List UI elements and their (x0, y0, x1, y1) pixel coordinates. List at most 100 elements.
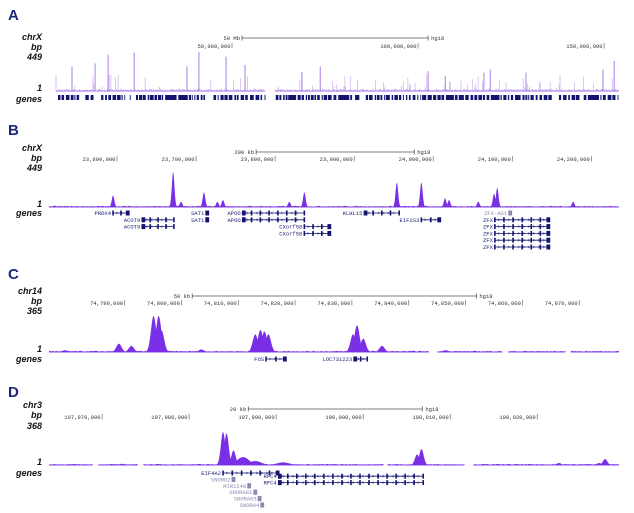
gene-block (355, 95, 360, 100)
gene-block (500, 95, 502, 100)
gene-block (333, 95, 337, 100)
gene-block (427, 95, 432, 100)
strand-arrow-icon (336, 481, 339, 484)
y-min-label: 1 (37, 457, 42, 467)
strand-arrow-icon (497, 218, 501, 222)
strand-arrow-icon (532, 232, 536, 235)
strand-arrow-icon (159, 218, 163, 222)
gene-block (535, 95, 538, 100)
gene-snord2: SNORD2 (211, 476, 236, 483)
signal-peak (435, 350, 457, 352)
gene-exon (268, 470, 271, 476)
gene-rfc4: RFC4 (264, 473, 424, 480)
chromosome-label: chr3 (23, 400, 42, 410)
gene-exon (255, 489, 258, 495)
strand-arrow-icon (281, 474, 284, 478)
strand-arrow-icon (154, 218, 158, 222)
assembly-label: hg18 (479, 293, 492, 300)
strand-arrow-icon (512, 238, 516, 242)
strand-arrow-icon (537, 218, 541, 222)
strand-arrow-icon (280, 218, 283, 222)
gene-exon (240, 470, 243, 476)
signal-peak (371, 345, 393, 352)
gene-block (161, 95, 164, 100)
strand-arrow-icon (386, 474, 389, 478)
gene-exon (530, 217, 533, 223)
strand-arrow-icon (312, 232, 315, 235)
strand-arrow-icon (424, 218, 427, 222)
strand-arrow-icon (154, 225, 158, 228)
gene-utr-block (546, 217, 550, 223)
signal-peak (492, 187, 503, 207)
gene-zfx: ZFX (483, 224, 551, 231)
strand-arrow-icon (512, 218, 516, 222)
gene-utr-block (509, 210, 513, 216)
scale-bar-label: 50 Mb (224, 35, 241, 42)
strand-arrow-icon (507, 245, 511, 249)
gene-block (224, 95, 228, 100)
strand-arrow-icon (371, 474, 374, 478)
scale-bar-label: 50 kb (174, 293, 191, 300)
genes-track-label: genes (15, 208, 42, 218)
gene-block (200, 95, 203, 100)
axis-tick-label: 23,900,000 (320, 156, 353, 163)
gene-block (283, 95, 285, 100)
strand-arrow-icon (260, 471, 264, 475)
gene-block (321, 95, 323, 100)
signal-peak (473, 201, 484, 207)
gene-label: SNORA81 (229, 489, 253, 496)
gene-label: CXorf58 (279, 230, 302, 237)
axis-tick-label: 24,200,000 (557, 156, 590, 163)
gene-loc731223: LOC731223 (322, 356, 369, 363)
strand-arrow-icon (429, 218, 432, 222)
gene-acot9: ACOT9 (124, 217, 175, 224)
gene-block (70, 95, 74, 100)
strand-arrow-icon (286, 474, 289, 478)
gene-zfx: ZFX (483, 230, 551, 237)
gene-block (587, 95, 599, 100)
strand-arrow-icon (240, 471, 244, 475)
gene-block (213, 95, 217, 100)
axis-tick-label: 150,000,000 (566, 43, 602, 50)
gene-exon (381, 210, 383, 216)
axis-tick-label: 23,600,000 (82, 156, 115, 163)
strand-arrow-icon (265, 218, 268, 222)
strand-arrow-icon (273, 357, 277, 361)
gene-exon (366, 356, 369, 362)
gene-exon (112, 210, 114, 216)
strand-arrow-icon (275, 218, 278, 222)
gene-block (617, 95, 619, 100)
gene-block (530, 95, 534, 100)
gene-exon (259, 470, 261, 476)
strand-arrow-icon (356, 474, 359, 478)
gene-exon (503, 224, 505, 230)
strand-arrow-icon (260, 211, 263, 215)
strand-arrow-icon (512, 225, 516, 228)
gene-block (58, 95, 61, 100)
panel-letter: D (8, 384, 19, 401)
gene-label: SAT1 (191, 210, 205, 217)
strand-arrow-icon (502, 232, 506, 235)
gene-rfc4: RFC4 (264, 480, 424, 487)
signal-peak (346, 325, 368, 352)
gene-block (607, 95, 612, 100)
gene-block (394, 95, 398, 100)
gene-sat1: SAT1 (191, 210, 210, 217)
gene-label: LOC731223 (322, 356, 352, 363)
y-min-label: 1 (37, 199, 42, 209)
gene-exon (530, 230, 533, 236)
strand-arrow-icon (361, 357, 365, 361)
strand-arrow-icon (361, 474, 364, 478)
gene-exon (521, 237, 523, 243)
strand-arrow-icon (296, 474, 299, 478)
scale-bar-label: 200 kb (234, 149, 254, 156)
signal-peak (107, 195, 119, 207)
axis-tick-label: 74,810,000 (204, 300, 237, 307)
gene-block (441, 95, 445, 100)
gene-block (310, 95, 314, 100)
signal-peak (244, 334, 266, 352)
strand-arrow-icon (411, 474, 414, 478)
strand-arrow-icon (376, 481, 379, 484)
gene-block (112, 95, 117, 100)
